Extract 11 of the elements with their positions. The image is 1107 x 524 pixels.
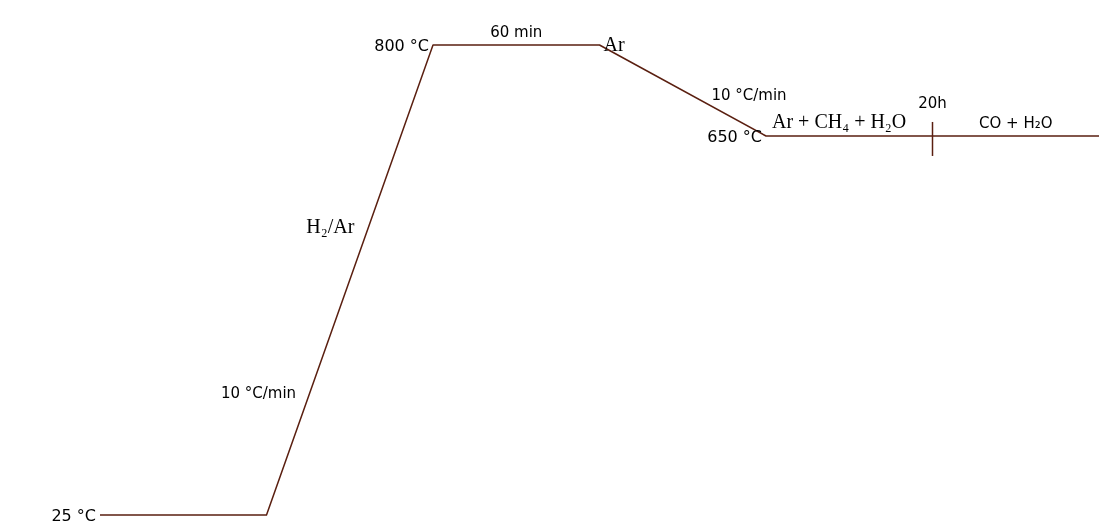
annotation: 20h [918, 93, 947, 112]
annotation: Ar [603, 33, 625, 55]
annotation: H₂/Ar [306, 215, 355, 237]
annotation: 10 °C/min [220, 383, 297, 402]
text: 60 min [490, 23, 543, 41]
data-label: 800 °C [374, 36, 429, 55]
annotation: Ar + CH₄ + H₂O [772, 109, 907, 132]
annotation: 10 °C/min [711, 85, 787, 104]
annotation: CO + H₂O [979, 113, 1053, 132]
data-label: 25 °C [51, 506, 96, 524]
data-label: 650 °C [707, 126, 762, 146]
